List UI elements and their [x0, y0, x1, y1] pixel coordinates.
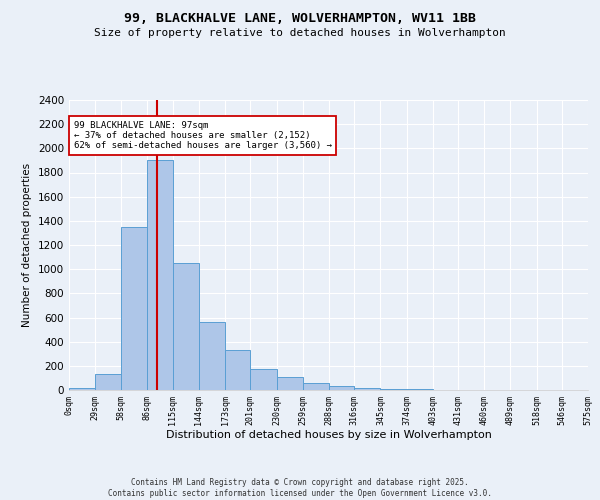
Bar	[95, 374, 121, 390]
Text: 99, BLACKHALVE LANE, WOLVERHAMPTON, WV11 1BB: 99, BLACKHALVE LANE, WOLVERHAMPTON, WV11…	[124, 12, 476, 26]
Bar	[303, 383, 329, 390]
Bar	[121, 227, 146, 390]
X-axis label: Distribution of detached houses by size in Wolverhampton: Distribution of detached houses by size …	[166, 430, 491, 440]
Y-axis label: Number of detached properties: Number of detached properties	[22, 163, 32, 327]
Text: Size of property relative to detached houses in Wolverhampton: Size of property relative to detached ho…	[94, 28, 506, 38]
Bar	[354, 388, 380, 390]
Bar	[380, 389, 407, 390]
Bar	[146, 160, 173, 390]
Bar	[225, 350, 250, 390]
Bar	[69, 388, 95, 390]
Bar	[173, 263, 199, 390]
Bar	[329, 386, 354, 390]
Text: Contains HM Land Registry data © Crown copyright and database right 2025.
Contai: Contains HM Land Registry data © Crown c…	[108, 478, 492, 498]
Bar	[277, 376, 303, 390]
Bar	[250, 370, 277, 390]
Text: 99 BLACKHALVE LANE: 97sqm
← 37% of detached houses are smaller (2,152)
62% of se: 99 BLACKHALVE LANE: 97sqm ← 37% of detac…	[74, 120, 332, 150]
Bar	[199, 322, 225, 390]
